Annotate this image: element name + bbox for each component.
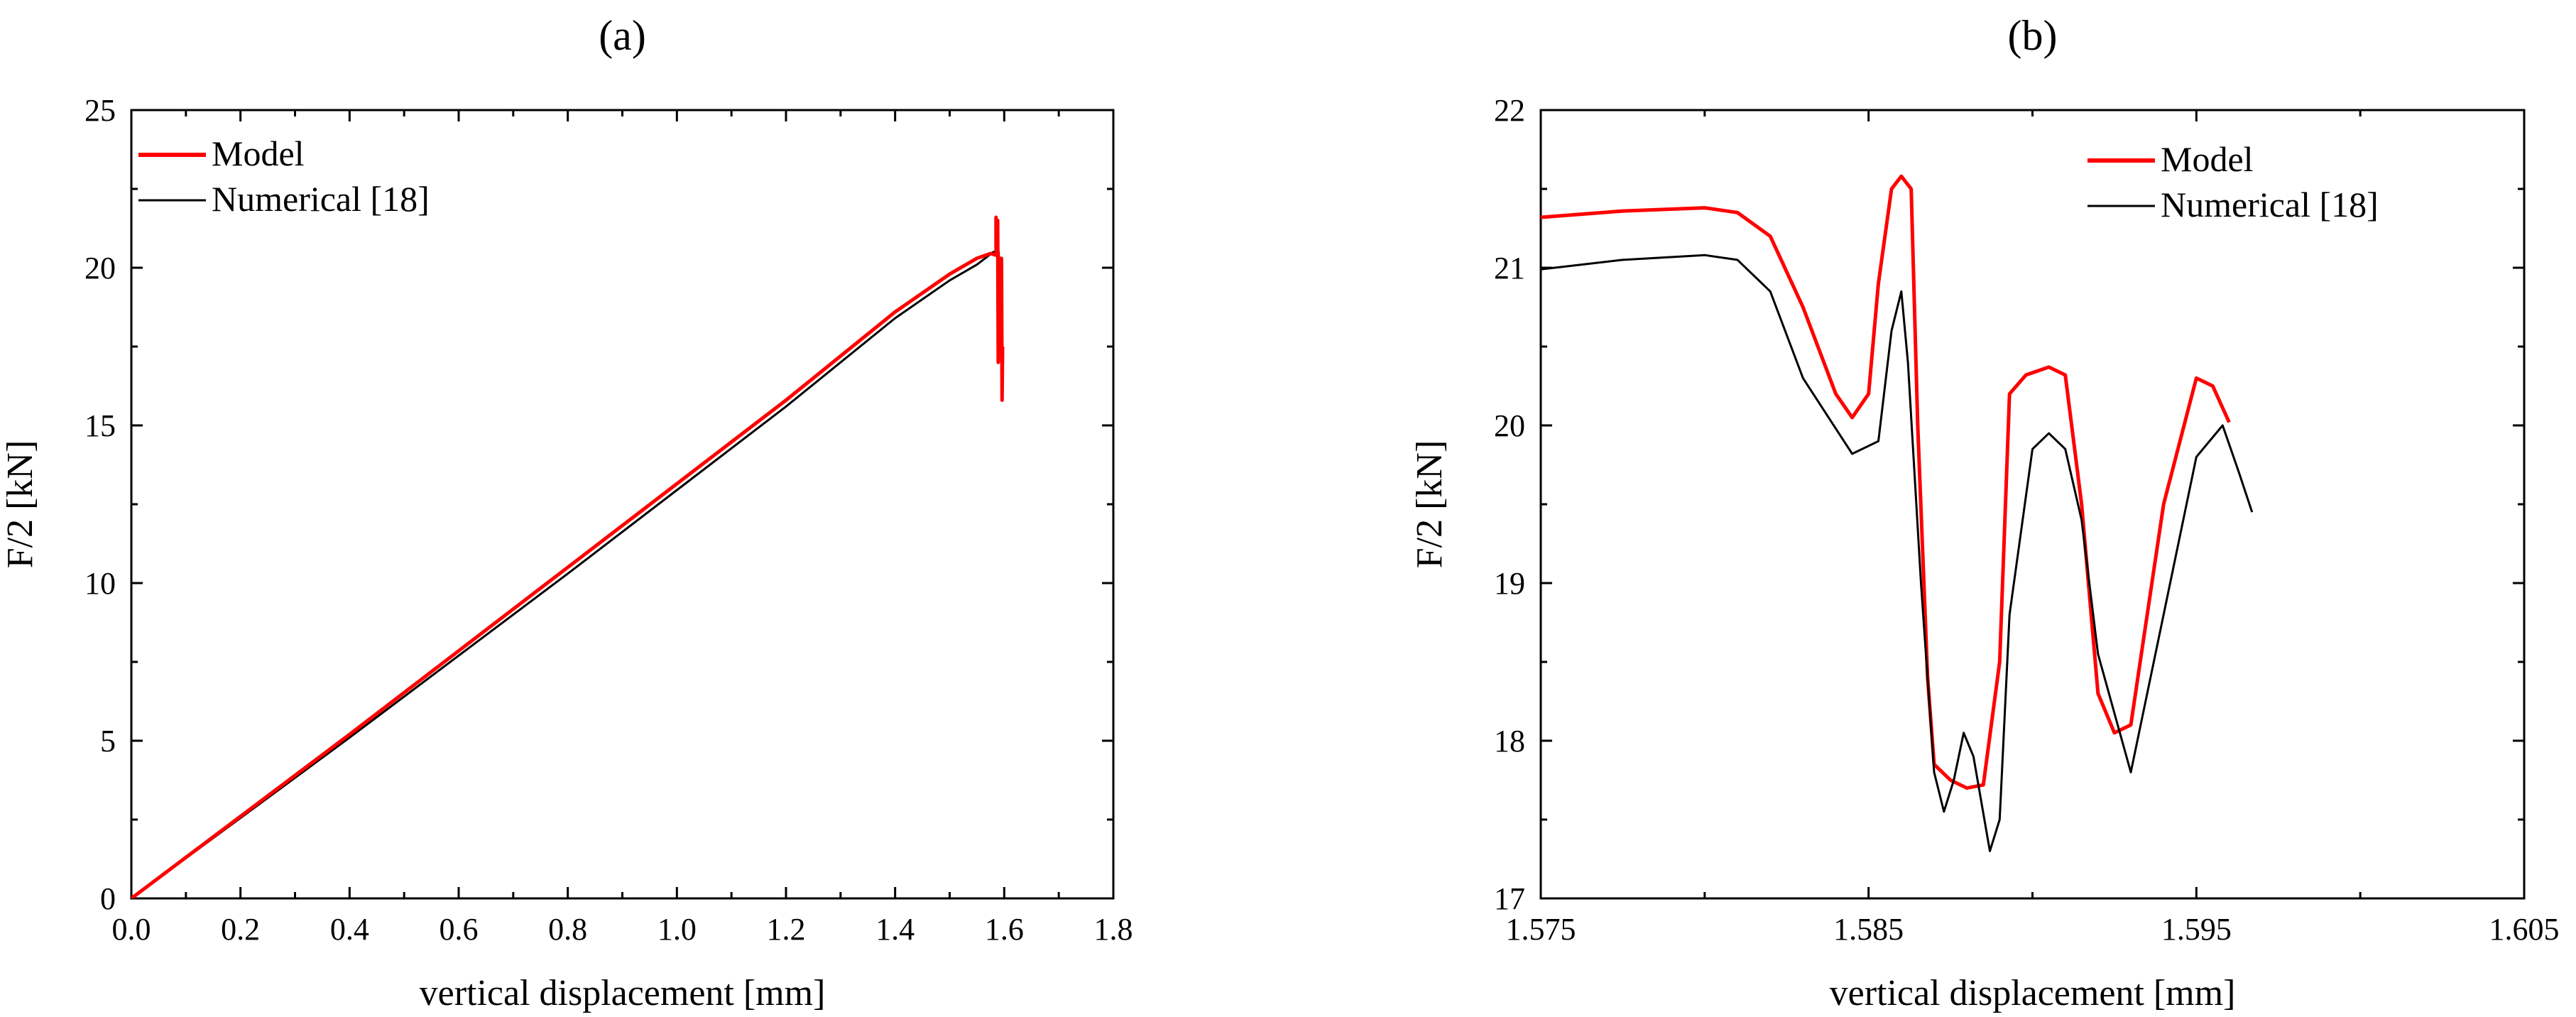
series-line-numerical bbox=[1541, 254, 2254, 852]
y-tick-label: 20 bbox=[84, 251, 116, 285]
y-axis-title: F/2 [kN] bbox=[0, 440, 40, 569]
series-line-model bbox=[131, 215, 1005, 898]
y-tick-label: 5 bbox=[100, 724, 116, 758]
x-tick-label: 0.2 bbox=[221, 912, 260, 947]
x-tick-label: 0.6 bbox=[440, 912, 479, 947]
x-axis-title: vertical displacement [mm] bbox=[1830, 973, 2236, 1013]
x-tick-label: 1.605 bbox=[2489, 912, 2560, 947]
x-tick-label: 1.2 bbox=[767, 912, 806, 947]
x-axis-title: vertical displacement [mm] bbox=[420, 973, 826, 1013]
y-tick-label: 18 bbox=[1494, 724, 1525, 758]
y-tick-label: 10 bbox=[84, 566, 116, 601]
y-axis-title: F/2 [kN] bbox=[1409, 440, 1450, 569]
x-tick-label: 1.585 bbox=[1833, 912, 1904, 947]
y-tick-label: 22 bbox=[1494, 93, 1525, 128]
panel-label: (b) bbox=[2008, 12, 2058, 59]
series-line-model bbox=[1541, 174, 2231, 790]
x-tick-label: 1.6 bbox=[985, 912, 1024, 947]
x-tick-label: 1.4 bbox=[875, 912, 915, 947]
y-tick-label: 25 bbox=[84, 93, 116, 128]
legend-label: Numerical [18] bbox=[2161, 185, 2379, 224]
plot-frame bbox=[130, 109, 1115, 900]
y-tick-label: 0 bbox=[100, 881, 116, 916]
legend-label: Numerical [18] bbox=[212, 179, 430, 219]
x-tick-label: 1.0 bbox=[657, 912, 697, 947]
y-tick-label: 17 bbox=[1494, 881, 1525, 916]
y-tick-label: 19 bbox=[1494, 566, 1525, 601]
plot-frame bbox=[1539, 109, 2526, 900]
x-tick-label: 0.4 bbox=[330, 912, 369, 947]
x-tick-label: 0.8 bbox=[548, 912, 587, 947]
legend-label: Model bbox=[212, 134, 305, 173]
x-tick-label: 0.0 bbox=[112, 912, 151, 947]
y-tick-label: 15 bbox=[84, 408, 116, 443]
y-tick-label: 21 bbox=[1494, 251, 1525, 285]
legend-label: Model bbox=[2161, 139, 2254, 179]
x-tick-label: 1.595 bbox=[2161, 912, 2232, 947]
x-tick-label: 1.8 bbox=[1094, 912, 1133, 947]
x-tick-label: 1.575 bbox=[1506, 912, 1576, 947]
y-tick-label: 20 bbox=[1494, 408, 1525, 443]
panel-label: (a) bbox=[599, 12, 646, 59]
